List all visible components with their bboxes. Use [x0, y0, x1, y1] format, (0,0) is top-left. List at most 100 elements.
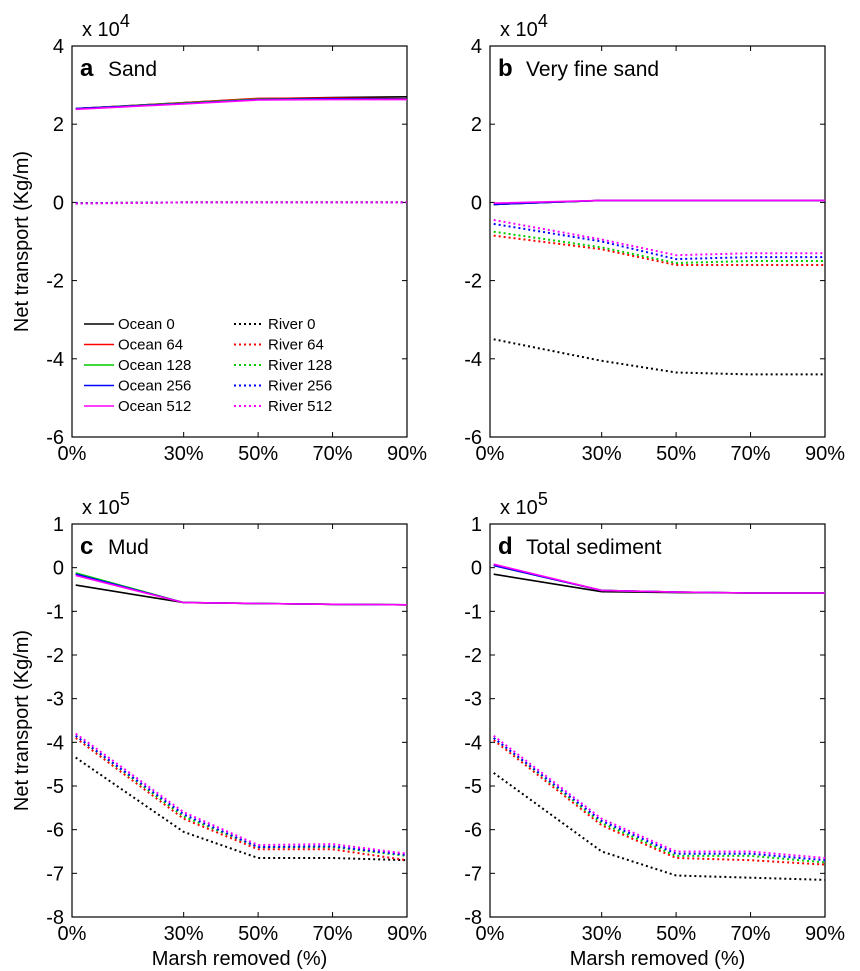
- y-tick-label: 4: [471, 36, 482, 58]
- y-tick-label: 1: [471, 514, 482, 536]
- panel-d-total-sediment: -8 -7 -6 -5 -4 -3 -2 -1 0 1 0% 30% 50% 70% 90% x 105 d To…: [464, 489, 845, 970]
- y-tick-label: -2: [46, 271, 64, 293]
- y-tick-label: -8: [464, 907, 482, 929]
- axis-exponent-base: x 10: [500, 497, 538, 519]
- x-tick-label: 70%: [731, 443, 771, 465]
- panel-letter: b: [498, 55, 513, 82]
- series-line-ocean-512: [493, 563, 825, 594]
- x-tick-label: 30%: [164, 443, 204, 465]
- legend-entry: Ocean 64: [118, 337, 183, 354]
- axis-exponent-power: 4: [120, 11, 130, 31]
- x-tick-label: 0%: [58, 923, 87, 945]
- y-tick-label: -4: [464, 349, 482, 371]
- x-tick-label: 30%: [582, 443, 622, 465]
- panel-title: Total sediment: [526, 536, 662, 559]
- x-tick-label: 50%: [238, 923, 278, 945]
- y-tick-label: -4: [46, 349, 64, 371]
- axis-exponent: x 104: [82, 11, 130, 41]
- series-line-river-256: [493, 222, 825, 261]
- series-line-river-128: [75, 734, 408, 857]
- panel-letter: c: [80, 533, 93, 560]
- x-axis-label: Marsh removed (%): [570, 948, 746, 970]
- y-tick-label: -7: [464, 863, 482, 885]
- y-tick-label: 0: [53, 558, 64, 580]
- series-line-river-64: [75, 737, 408, 862]
- plot-frame: [71, 45, 408, 438]
- x-tick-label: 50%: [656, 443, 696, 465]
- panel-letter: a: [80, 55, 94, 82]
- axis-exponent-power: 5: [120, 489, 130, 509]
- panel-title: Very fine sand: [526, 58, 659, 81]
- x-tick-label: 70%: [313, 923, 353, 945]
- legend-entry: Ocean 128: [118, 357, 191, 374]
- x-tick-label: 90%: [387, 443, 427, 465]
- series-line-river-128: [493, 230, 825, 265]
- legend-entry: Ocean 256: [118, 378, 191, 395]
- y-tick-label: -6: [46, 427, 64, 449]
- x-tick-label: 90%: [387, 923, 427, 945]
- series-line-ocean-512: [493, 199, 825, 204]
- legend-entry: River 128: [268, 357, 332, 374]
- x-tick-label: 0%: [476, 923, 505, 945]
- x-axis-label: Marsh removed (%): [152, 948, 328, 970]
- axis-exponent-power: 4: [538, 11, 548, 31]
- y-tick-label: -2: [46, 645, 64, 667]
- panel-title: Mud: [108, 536, 149, 559]
- y-tick-label: -1: [46, 601, 64, 623]
- x-tick-label: 0%: [58, 443, 87, 465]
- y-tick-label: 4: [53, 36, 64, 58]
- y-tick-label: -4: [46, 732, 64, 754]
- legend-entry: Ocean 0: [118, 316, 175, 333]
- axis-exponent-base: x 10: [82, 19, 120, 41]
- y-tick-label: 1: [53, 514, 64, 536]
- axis-exponent: x 105: [500, 489, 548, 519]
- series-line-river-64: [493, 739, 826, 866]
- x-tick-label: 30%: [582, 923, 622, 945]
- series-line-ocean-512: [75, 98, 407, 111]
- series-line-ocean-512: [75, 574, 408, 606]
- y-tick-label: -3: [46, 689, 64, 711]
- y-tick-label: -6: [46, 820, 64, 842]
- y-tick-label: -1: [464, 601, 482, 623]
- y-axis-label: Net transport (Kg/m): [11, 630, 33, 811]
- panel-letter: d: [498, 533, 513, 560]
- y-tick-label: -2: [464, 271, 482, 293]
- panel-title: Sand: [108, 58, 157, 81]
- axis-exponent-base: x 10: [500, 19, 538, 41]
- y-tick-label: -2: [464, 645, 482, 667]
- y-tick-label: -7: [46, 863, 64, 885]
- axis-exponent: x 105: [82, 489, 130, 519]
- series-line-river-512: [75, 201, 407, 205]
- y-tick-label: -8: [46, 907, 64, 929]
- series-line-river-512: [493, 735, 826, 859]
- y-tick-label: 2: [53, 114, 64, 136]
- y-tick-label: -5: [46, 776, 64, 798]
- legend-entry: River 64: [268, 337, 324, 354]
- y-axis-label: Net transport (Kg/m): [11, 151, 33, 332]
- series-line-river-128: [493, 737, 826, 864]
- y-tick-label: 0: [53, 192, 64, 214]
- series-line-river-256: [493, 737, 826, 862]
- plot-frame: [489, 523, 826, 918]
- panel-c-mud: -8 -7 -6 -5 -4 -3 -2 -1 0 1 0% 30% 50% 70% 90% x 105 c Mu…: [11, 489, 427, 970]
- y-tick-label: -5: [464, 776, 482, 798]
- series-line-river-0: [493, 338, 825, 376]
- axis-exponent: x 104: [500, 11, 548, 41]
- series-line-river-0: [493, 772, 826, 881]
- x-tick-label: 50%: [238, 443, 278, 465]
- legend-entry: River 0: [268, 316, 316, 333]
- series-line-river-512: [493, 219, 825, 257]
- axis-exponent-power: 5: [538, 489, 548, 509]
- x-tick-label: 90%: [805, 923, 845, 945]
- legend-entry: Ocean 512: [118, 398, 191, 415]
- y-tick-label: -6: [464, 427, 482, 449]
- y-tick-label: -4: [464, 732, 482, 754]
- x-tick-label: 30%: [164, 923, 204, 945]
- y-tick-label: 0: [471, 558, 482, 580]
- x-tick-label: 70%: [313, 443, 353, 465]
- plot-frame: [71, 523, 408, 918]
- y-tick-label: -3: [464, 689, 482, 711]
- axis-exponent-base: x 10: [82, 497, 120, 519]
